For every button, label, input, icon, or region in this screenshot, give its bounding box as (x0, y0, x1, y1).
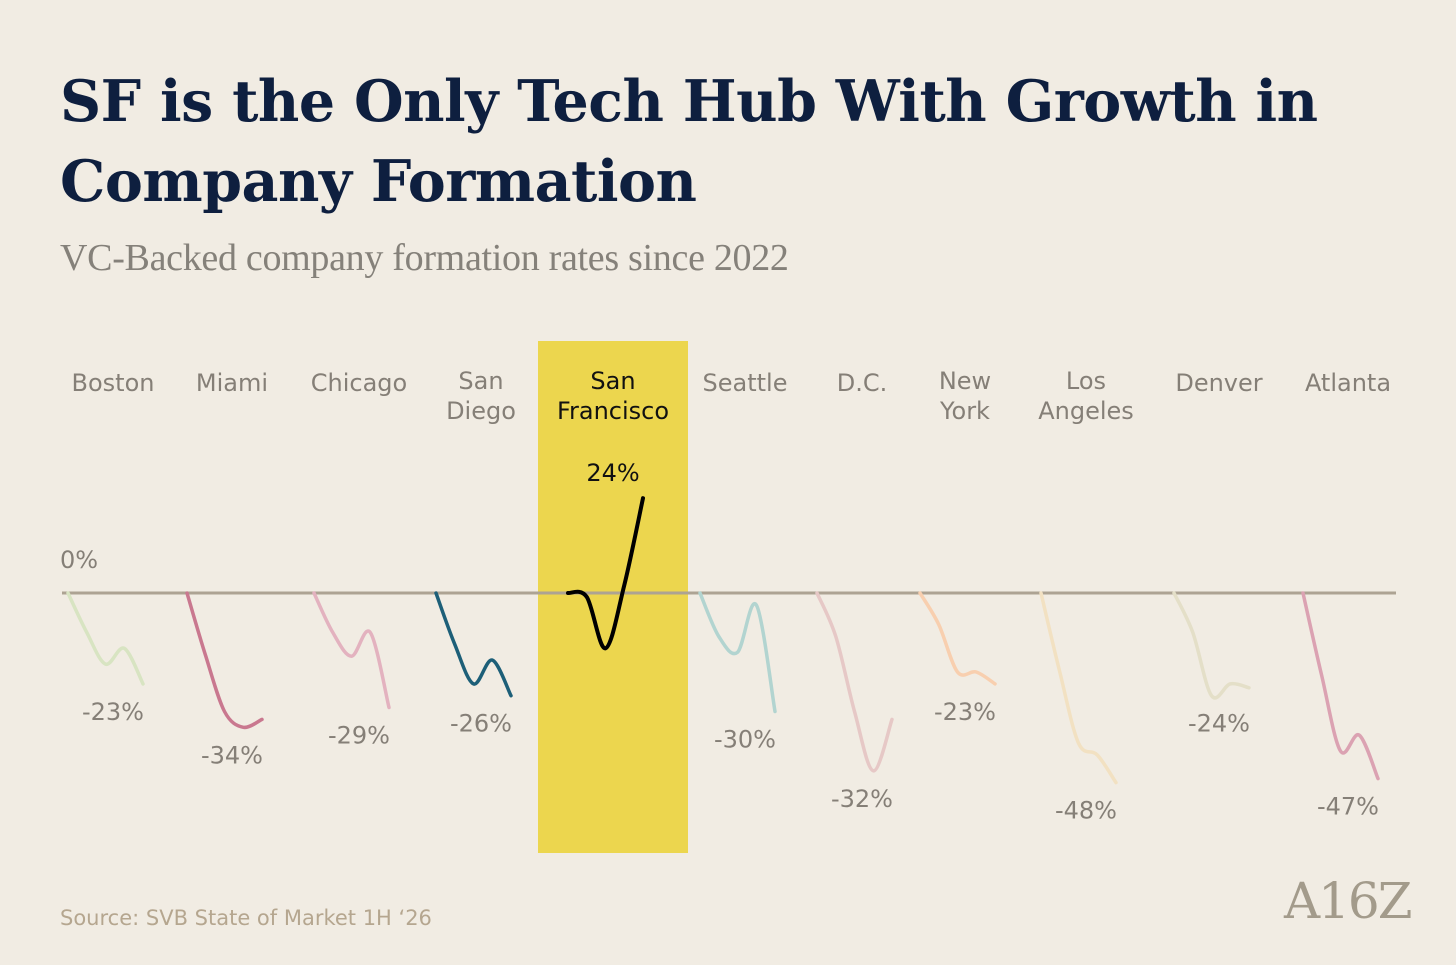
series-line-d-c- (815, 591, 894, 773)
chart-subtitle: VC-Backed company formation rates since … (60, 237, 789, 279)
series-line-denver (1172, 591, 1251, 700)
city-label-san-diego: San Diego (446, 367, 516, 425)
value-label-seattle: -30% (714, 726, 776, 754)
series-line-new-york (918, 591, 997, 686)
series-line-los-angeles (1039, 591, 1118, 785)
city-label-seattle: Seattle (703, 369, 788, 397)
city-label-los-angeles: Los Angeles (1038, 367, 1134, 425)
series-line-chicago (312, 591, 391, 710)
value-label-miami: -34% (201, 741, 263, 769)
value-label-san-francisco: 24% (586, 459, 639, 487)
value-label-chicago: -29% (328, 722, 390, 750)
series-line-san-francisco (566, 496, 645, 651)
series-line-boston (66, 591, 145, 686)
series-line-san-diego (434, 591, 513, 698)
value-label-new-york: -23% (934, 698, 996, 726)
city-label-boston: Boston (72, 369, 155, 397)
value-label-san-diego: -26% (450, 710, 512, 738)
chart-title: SF is the Only Tech Hub With Growth in C… (60, 68, 1318, 215)
series-line-miami (185, 591, 264, 730)
city-label-chicago: Chicago (311, 369, 407, 397)
zero-label: 0% (60, 546, 98, 574)
city-label-miami: Miami (196, 369, 268, 397)
series-line-atlanta (1301, 591, 1380, 781)
value-label-atlanta: -47% (1317, 793, 1379, 821)
a16z-logo: A16Z (1284, 872, 1412, 930)
value-label-denver: -24% (1188, 710, 1250, 738)
city-label-new-york: New York (939, 367, 991, 425)
value-label-los-angeles: -48% (1055, 797, 1117, 825)
series-line-seattle (698, 591, 777, 714)
value-label-boston: -23% (82, 698, 144, 726)
city-label-san-francisco: San Francisco (557, 367, 669, 425)
city-label-atlanta: Atlanta (1305, 369, 1391, 397)
highlight-band-san-francisco (538, 341, 688, 853)
value-label-d-c-: -32% (831, 785, 893, 813)
city-label-d-c-: D.C. (837, 369, 888, 397)
source-note: Source: SVB State of Market 1H ‘26 (60, 906, 432, 930)
city-label-denver: Denver (1175, 369, 1262, 397)
